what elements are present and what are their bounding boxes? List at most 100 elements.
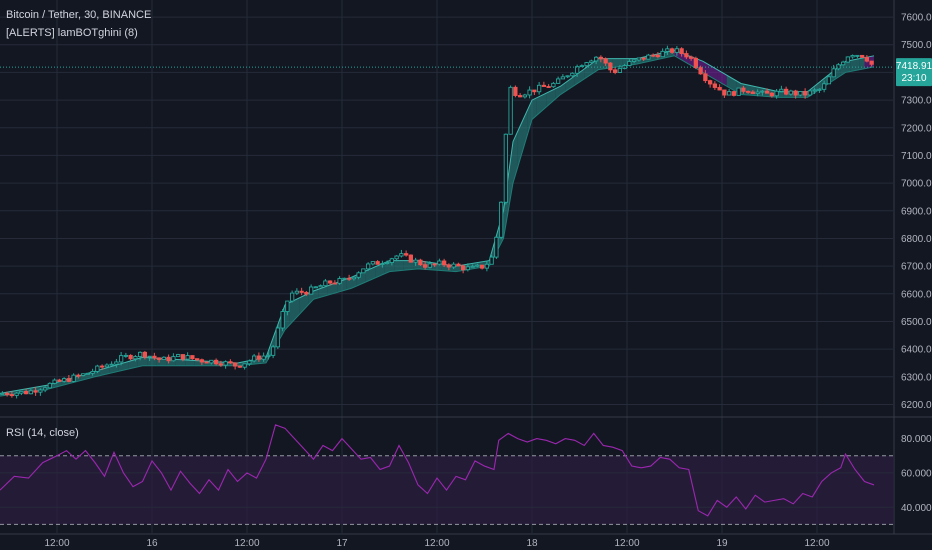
candle-body bbox=[114, 361, 119, 365]
band-segment bbox=[546, 90, 551, 107]
band-segment bbox=[109, 365, 114, 374]
candle-body bbox=[375, 261, 380, 265]
candle-body bbox=[665, 48, 670, 52]
band-segment bbox=[612, 58, 618, 68]
price-tick-label: 6700.00 bbox=[901, 262, 932, 273]
band-segment bbox=[598, 58, 604, 70]
candle-body bbox=[636, 57, 642, 61]
candle-body bbox=[546, 86, 551, 88]
candle-body bbox=[95, 365, 100, 372]
candle-body bbox=[380, 263, 385, 265]
candle-body bbox=[522, 94, 528, 98]
candle-body bbox=[859, 54, 865, 58]
candle-body bbox=[722, 89, 727, 96]
band-segment bbox=[323, 285, 328, 297]
candle-body bbox=[589, 60, 594, 64]
candle-body bbox=[446, 264, 452, 268]
band-segment bbox=[408, 260, 414, 270]
band-segment bbox=[142, 357, 148, 366]
candle-body bbox=[498, 201, 504, 238]
candle-body bbox=[408, 254, 414, 263]
candle-body bbox=[646, 54, 651, 60]
candle-body bbox=[831, 68, 836, 78]
candle-body bbox=[551, 82, 556, 88]
candle-body bbox=[171, 356, 176, 362]
candle-body bbox=[688, 56, 694, 59]
band-segment bbox=[99, 368, 105, 376]
candle-body bbox=[23, 390, 29, 395]
band-segment bbox=[118, 362, 124, 372]
candle-body bbox=[437, 260, 442, 265]
candles bbox=[0, 45, 874, 399]
indicator-title[interactable]: [ALERTS] lamBOTghini (8) bbox=[6, 27, 138, 39]
band-segment bbox=[437, 263, 442, 271]
price-tick-label: 7100.00 bbox=[901, 151, 932, 162]
candle-body bbox=[128, 354, 133, 360]
candle-body bbox=[527, 89, 532, 96]
candle-body bbox=[9, 394, 15, 397]
candle-body bbox=[71, 374, 76, 382]
price-tick-label: 6500.00 bbox=[901, 317, 932, 328]
candle-body bbox=[61, 378, 67, 382]
candle-body bbox=[536, 84, 542, 93]
band-segment bbox=[522, 110, 528, 152]
candle-body bbox=[812, 89, 817, 92]
band-segment bbox=[370, 266, 376, 280]
time-tick-label: 12:00 bbox=[804, 538, 829, 549]
band-segment bbox=[318, 287, 323, 298]
last-price-label-bg bbox=[896, 58, 932, 87]
band-segment bbox=[717, 69, 722, 84]
band-segment bbox=[313, 289, 319, 300]
candle-body bbox=[660, 50, 665, 58]
candle-body bbox=[0, 392, 5, 395]
candle-body bbox=[484, 263, 490, 269]
candle-body bbox=[285, 300, 290, 313]
band-segment bbox=[194, 360, 200, 366]
candle-body bbox=[574, 66, 580, 74]
rsi-tick-label: 60.0000 bbox=[901, 468, 932, 479]
candle-body bbox=[698, 67, 703, 75]
candle-body bbox=[109, 363, 114, 366]
candle-body bbox=[541, 84, 547, 87]
candle-body bbox=[308, 286, 314, 295]
band-segment bbox=[845, 60, 851, 73]
band-segment bbox=[137, 357, 143, 367]
band-segment bbox=[579, 68, 585, 83]
candle-body bbox=[456, 263, 461, 267]
candle-body bbox=[617, 68, 623, 73]
band-lower-line bbox=[0, 55, 875, 397]
candle-body bbox=[693, 57, 699, 69]
candle-body bbox=[213, 359, 219, 365]
candle-body bbox=[612, 69, 618, 73]
candle-body bbox=[432, 263, 437, 266]
candle-body bbox=[394, 255, 399, 260]
candle-body bbox=[137, 351, 143, 358]
rsi-title[interactable]: RSI (14, close) bbox=[6, 427, 79, 439]
candle-body bbox=[204, 361, 209, 364]
candle-body bbox=[199, 359, 205, 363]
symbol-title[interactable]: Bitcoin / Tether, 30, BINANCE bbox=[6, 9, 152, 21]
candle-body bbox=[750, 91, 756, 95]
candle-body bbox=[717, 87, 722, 91]
bar-countdown: 23:10 bbox=[901, 73, 926, 84]
band-segment bbox=[294, 297, 300, 320]
band-segment bbox=[722, 72, 727, 87]
candle-body bbox=[332, 282, 338, 285]
band-segment bbox=[346, 277, 352, 290]
candle-body bbox=[422, 264, 428, 268]
band-segment bbox=[403, 260, 409, 271]
candle-body bbox=[313, 286, 319, 289]
candle-body bbox=[779, 88, 784, 92]
band-segment bbox=[779, 91, 784, 98]
band-segment bbox=[76, 375, 81, 382]
candle-body bbox=[194, 358, 200, 361]
candle-body bbox=[845, 56, 851, 63]
candle-body bbox=[508, 86, 513, 135]
candle-body bbox=[389, 258, 395, 263]
candle-body bbox=[99, 365, 105, 368]
candle-body bbox=[90, 370, 95, 374]
candle-body bbox=[337, 278, 342, 284]
candle-body bbox=[38, 389, 43, 393]
